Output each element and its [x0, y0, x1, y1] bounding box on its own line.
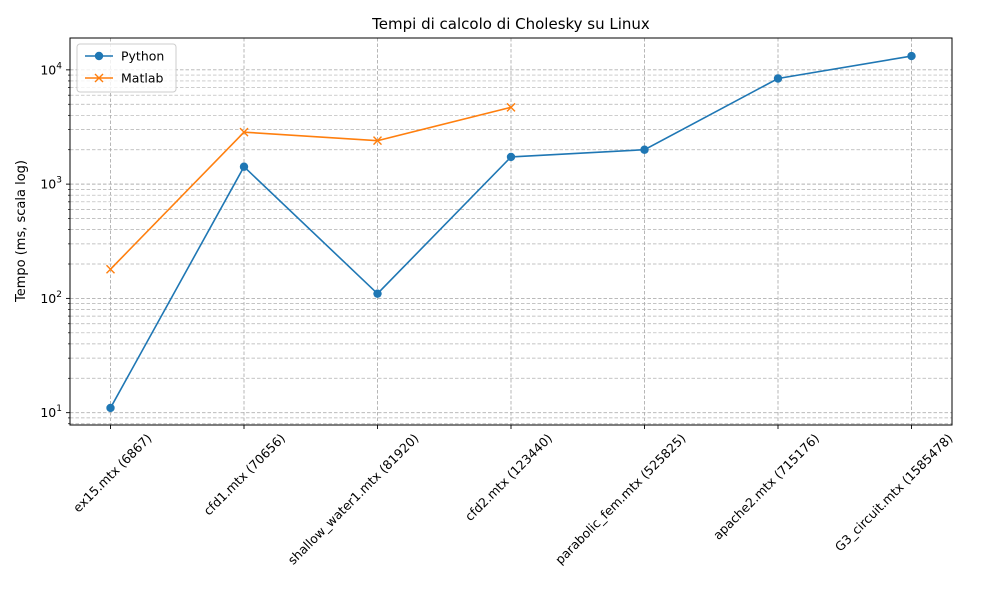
- chart-title: Tempi di calcolo di Cholesky su Linux: [371, 15, 650, 33]
- data-point-python: [106, 404, 114, 412]
- legend-label-matlab: Matlab: [121, 71, 163, 86]
- y-tick-exponent: 3: [56, 176, 62, 186]
- legend: Python Matlab: [77, 44, 176, 92]
- data-point-python: [640, 146, 648, 154]
- data-point-python: [507, 153, 515, 161]
- legend-marker-python: [95, 52, 103, 60]
- legend-label-python: Python: [121, 49, 164, 64]
- y-tick-exponent: 2: [56, 290, 62, 300]
- y-tick-base: 10: [40, 291, 56, 306]
- data-point-python: [774, 74, 782, 82]
- y-tick-base: 10: [40, 62, 56, 77]
- y-tick-exponent: 4: [56, 61, 62, 71]
- y-tick-exponent: 1: [56, 404, 62, 414]
- data-point-python: [240, 163, 248, 171]
- y-tick-base: 10: [40, 405, 56, 420]
- y-tick-base: 10: [40, 177, 56, 192]
- y-axis-label: Tempo (ms, scala log): [14, 160, 29, 303]
- data-point-python: [373, 289, 381, 297]
- data-point-python: [907, 52, 915, 60]
